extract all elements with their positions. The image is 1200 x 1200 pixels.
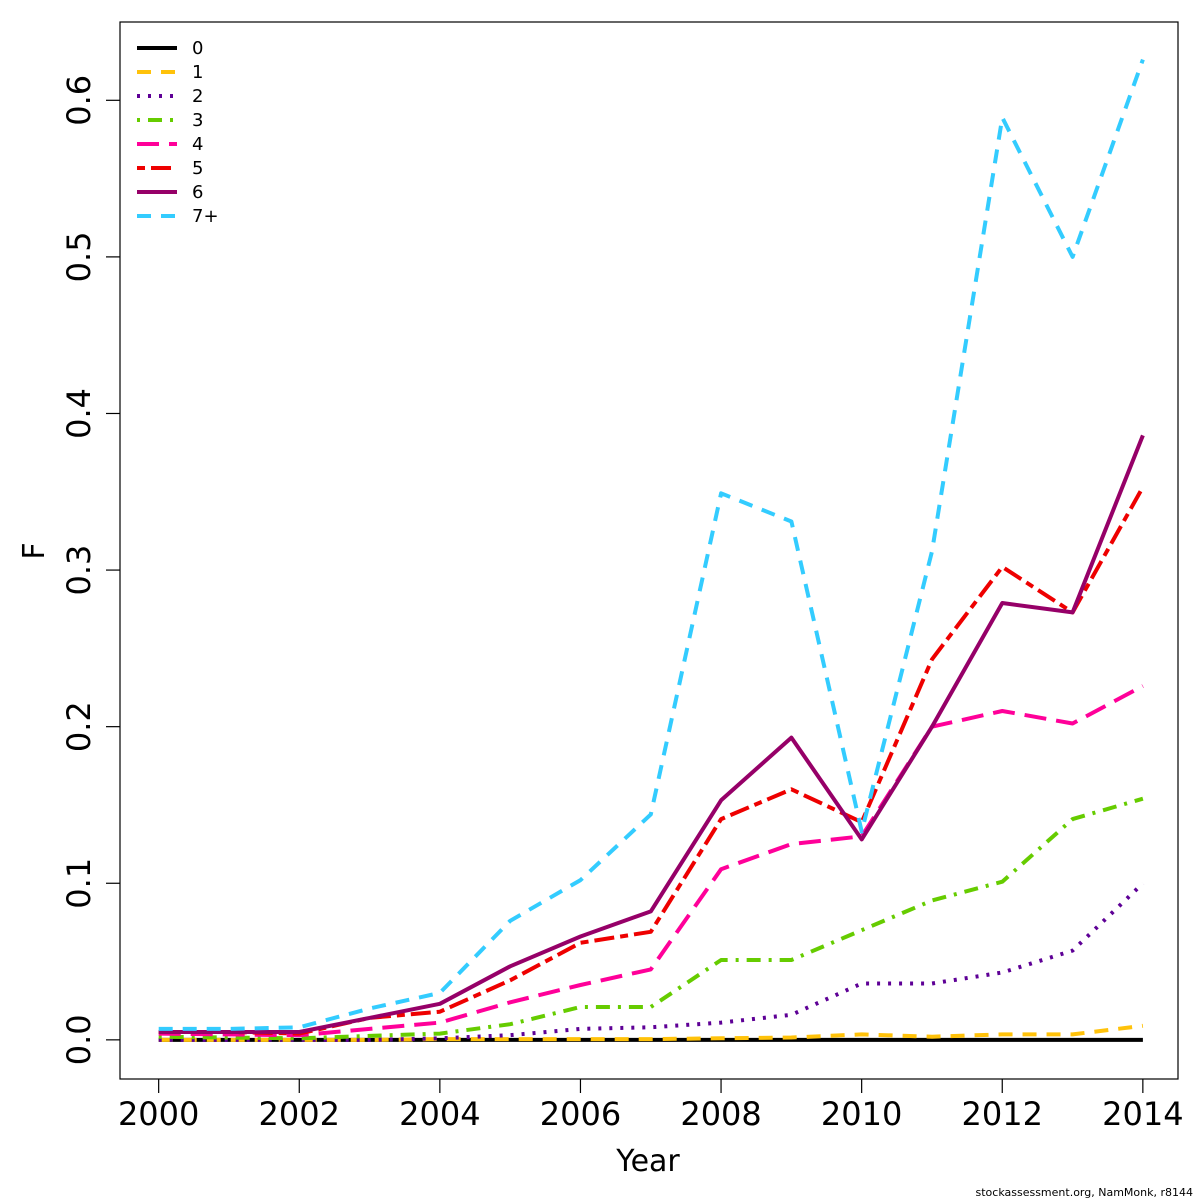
x-axis-title: Year: [615, 1144, 680, 1179]
series-layer: [158, 58, 1145, 1042]
plot-frame: [119, 21, 1179, 1080]
y-axis: 0.0 0.1 0.2 0.3 0.4 0.5 0.6: [60, 75, 120, 1065]
y-axis-title: F: [17, 542, 52, 559]
x-tick-label: 2000: [118, 1095, 199, 1133]
y-tick-label: 0.6: [60, 75, 98, 126]
x-tick-label: 2010: [821, 1095, 902, 1133]
x-tick-label: 2006: [540, 1095, 621, 1133]
series-line-7plus: [158, 58, 1145, 1031]
y-tick-label: 0.4: [60, 388, 98, 439]
y-tick-label: 0.1: [60, 858, 98, 909]
series-line-1: [158, 1023, 1144, 1042]
x-tick-label: 2012: [962, 1095, 1043, 1133]
x-tick-label: 2008: [680, 1095, 761, 1133]
x-tick-label: 2014: [1102, 1095, 1183, 1133]
series-line-4: [158, 684, 1144, 1038]
y-tick-label: 0.3: [60, 545, 98, 596]
series-line-3: [158, 796, 1144, 1041]
y-tick-label: 0.0: [60, 1014, 98, 1065]
x-tick-label: 2004: [399, 1095, 480, 1133]
series-line-2: [158, 881, 1145, 1042]
legend-label: 5: [192, 158, 203, 179]
y-tick-label: 0.2: [60, 701, 98, 752]
legend-label: 4: [192, 134, 203, 155]
legend-label: 0: [192, 38, 203, 59]
legend-label: 7+: [192, 206, 219, 227]
legend-label: 6: [192, 182, 203, 203]
x-axis: 2000 2002 2004 2006 2008 2010 2012 2014: [118, 1079, 1184, 1133]
x-tick-label: 2002: [259, 1095, 340, 1133]
credit-text: stockassessment.org, NamMonk, r8144: [976, 1186, 1194, 1199]
legend: 0 1 2 3 4 5 6 7+: [137, 38, 219, 227]
legend-label: 3: [192, 110, 203, 131]
legend-label: 2: [192, 86, 203, 107]
legend-label: 1: [192, 62, 203, 83]
series-line-5: [158, 486, 1145, 1036]
y-tick-label: 0.5: [60, 231, 98, 282]
series-line-6: [158, 434, 1145, 1034]
